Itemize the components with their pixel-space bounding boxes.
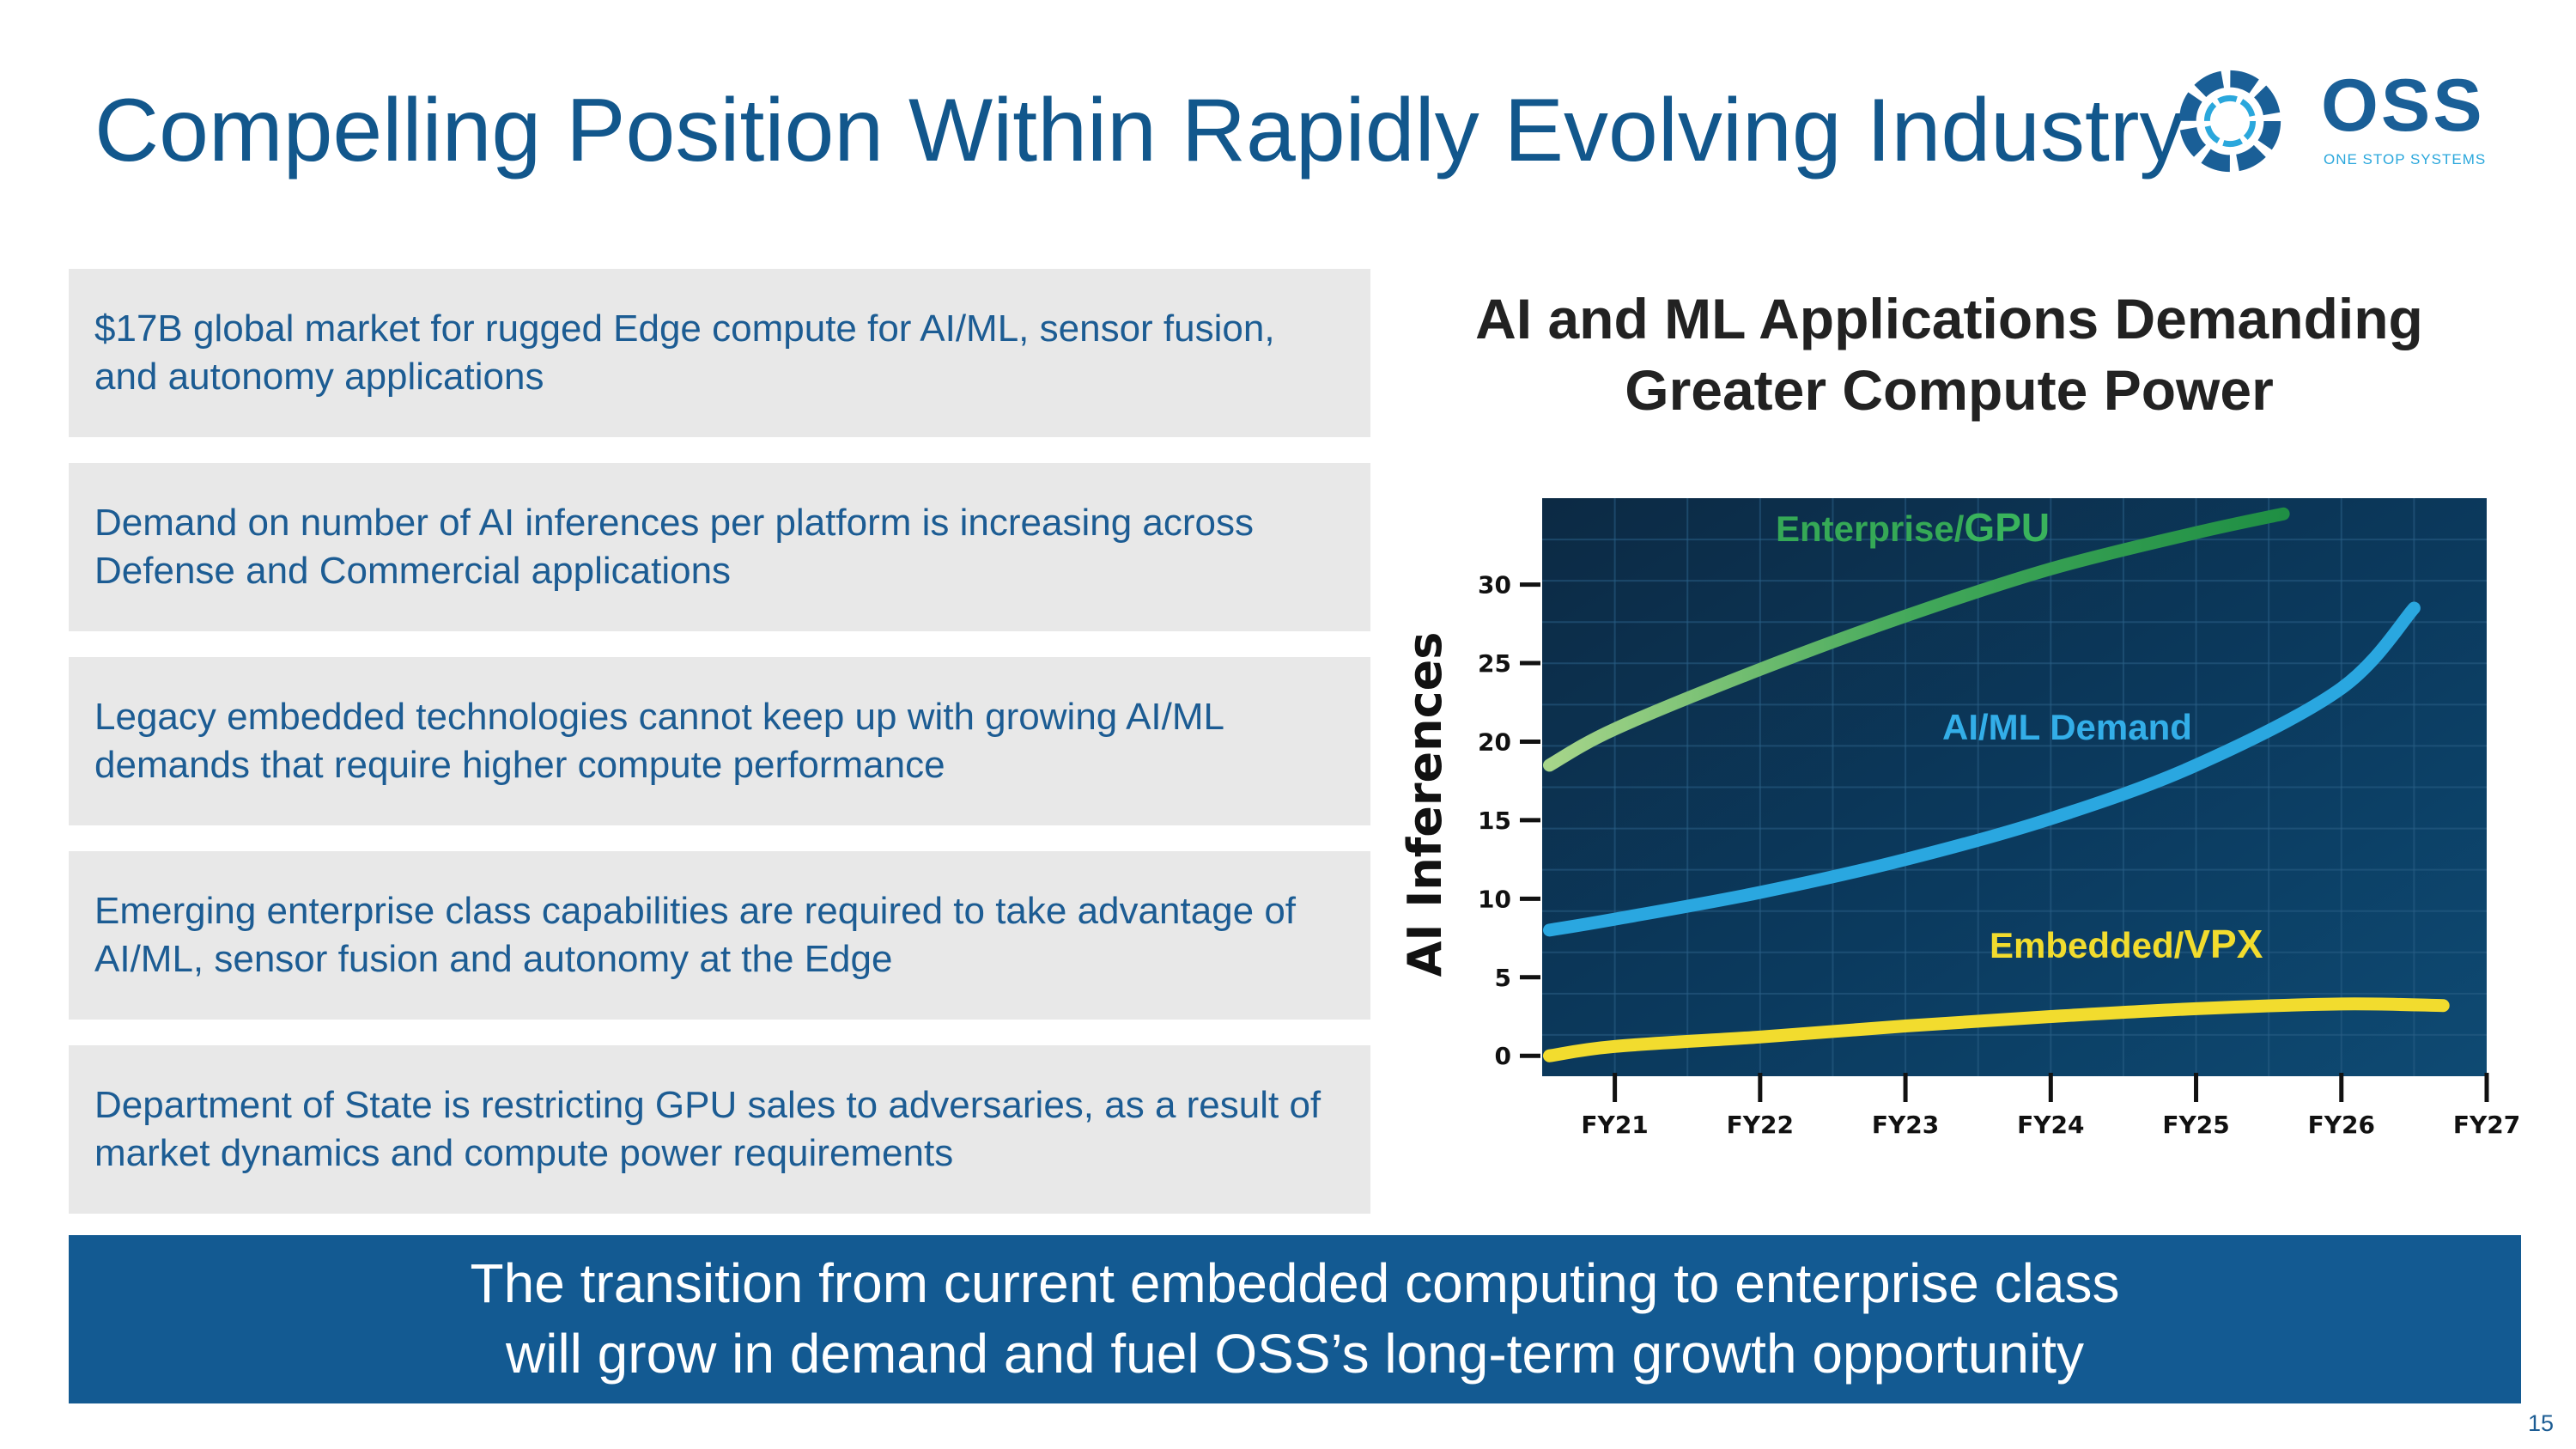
y-tick-label: 0 xyxy=(1495,1042,1511,1070)
bullet-item: Legacy embedded technologies cannot keep… xyxy=(69,657,1370,825)
embedded-vpx-label-emphasis: VPX xyxy=(2184,922,2263,966)
embedded-vpx-line xyxy=(1543,997,2450,1062)
banner-line-2: will grow in demand and fuel OSS’s long-… xyxy=(506,1323,2084,1385)
y-tick-label: 30 xyxy=(1478,571,1511,600)
bullet-item: Department of State is restricting GPU s… xyxy=(69,1045,1370,1214)
x-tick-label: FY26 xyxy=(2308,1111,2375,1139)
aiml-demand-line xyxy=(1543,601,2421,937)
enterprise-gpu-label-prefix: Enterprise/ xyxy=(1776,508,1965,549)
embedded-vpx-label: Embedded/VPX xyxy=(1990,922,2263,966)
gear-ring-logo-icon xyxy=(2178,70,2281,173)
y-axis-label: AI Inferences xyxy=(1398,632,1452,977)
bullet-list: $17B global market for rugged Edge compu… xyxy=(69,269,1370,1214)
x-tick-label: FY27 xyxy=(2453,1111,2520,1139)
x-tick-label: FY22 xyxy=(1727,1111,1794,1139)
logo-tagline: ONE STOP SYSTEMS xyxy=(2324,151,2487,167)
enterprise-gpu-line xyxy=(1543,507,2290,772)
y-tick-label: 20 xyxy=(1478,728,1511,756)
conclusion-banner: The transition from current embedded com… xyxy=(69,1235,2521,1403)
page-title: Compelling Position Within Rapidly Evolv… xyxy=(94,81,2184,180)
oss-logo: OSS ONE STOP SYSTEMS xyxy=(2171,62,2514,182)
embedded-vpx-label-prefix: Embedded/ xyxy=(1990,925,2184,965)
y-tick-label: 15 xyxy=(1478,807,1511,835)
bullet-item: Demand on number of AI inferences per pl… xyxy=(69,463,1370,631)
x-tick-label: FY25 xyxy=(2162,1111,2229,1139)
x-tick-label: FY21 xyxy=(1581,1111,1648,1139)
y-tick-label: 5 xyxy=(1495,964,1511,992)
chart-title-line-2: Greater Compute Power xyxy=(1625,358,2274,423)
aiml-demand-label: AI/ML Demand xyxy=(1942,707,2192,747)
y-tick-label: 10 xyxy=(1478,885,1511,913)
y-tick-label: 25 xyxy=(1478,649,1511,678)
aiml-demand-label-prefix: AI/ML Demand xyxy=(1942,707,2192,747)
x-tick-label: FY23 xyxy=(1872,1111,1939,1139)
logo-wordmark: OSS xyxy=(2321,64,2485,147)
page-number: 15 xyxy=(2527,1410,2554,1436)
enterprise-gpu-label-emphasis: GPU xyxy=(1964,505,2050,550)
enterprise-gpu-label: Enterprise/GPU xyxy=(1776,505,2050,550)
x-tick-label: FY24 xyxy=(2017,1111,2084,1139)
chart-title: AI and ML Applications Demanding Greater… xyxy=(1374,283,2524,426)
bullet-item: $17B global market for rugged Edge compu… xyxy=(69,269,1370,437)
bullet-item: Emerging enterprise class capabilities a… xyxy=(69,851,1370,1020)
chart-title-line-1: AI and ML Applications Demanding xyxy=(1475,287,2423,350)
banner-line-1: The transition from current embedded com… xyxy=(470,1252,2120,1315)
ai-inferences-chart: 0 5 10 15 20 25 30 FY21 FY22 FY23 FY24 FY25 FY26 FY27… xyxy=(1398,498,2520,1139)
